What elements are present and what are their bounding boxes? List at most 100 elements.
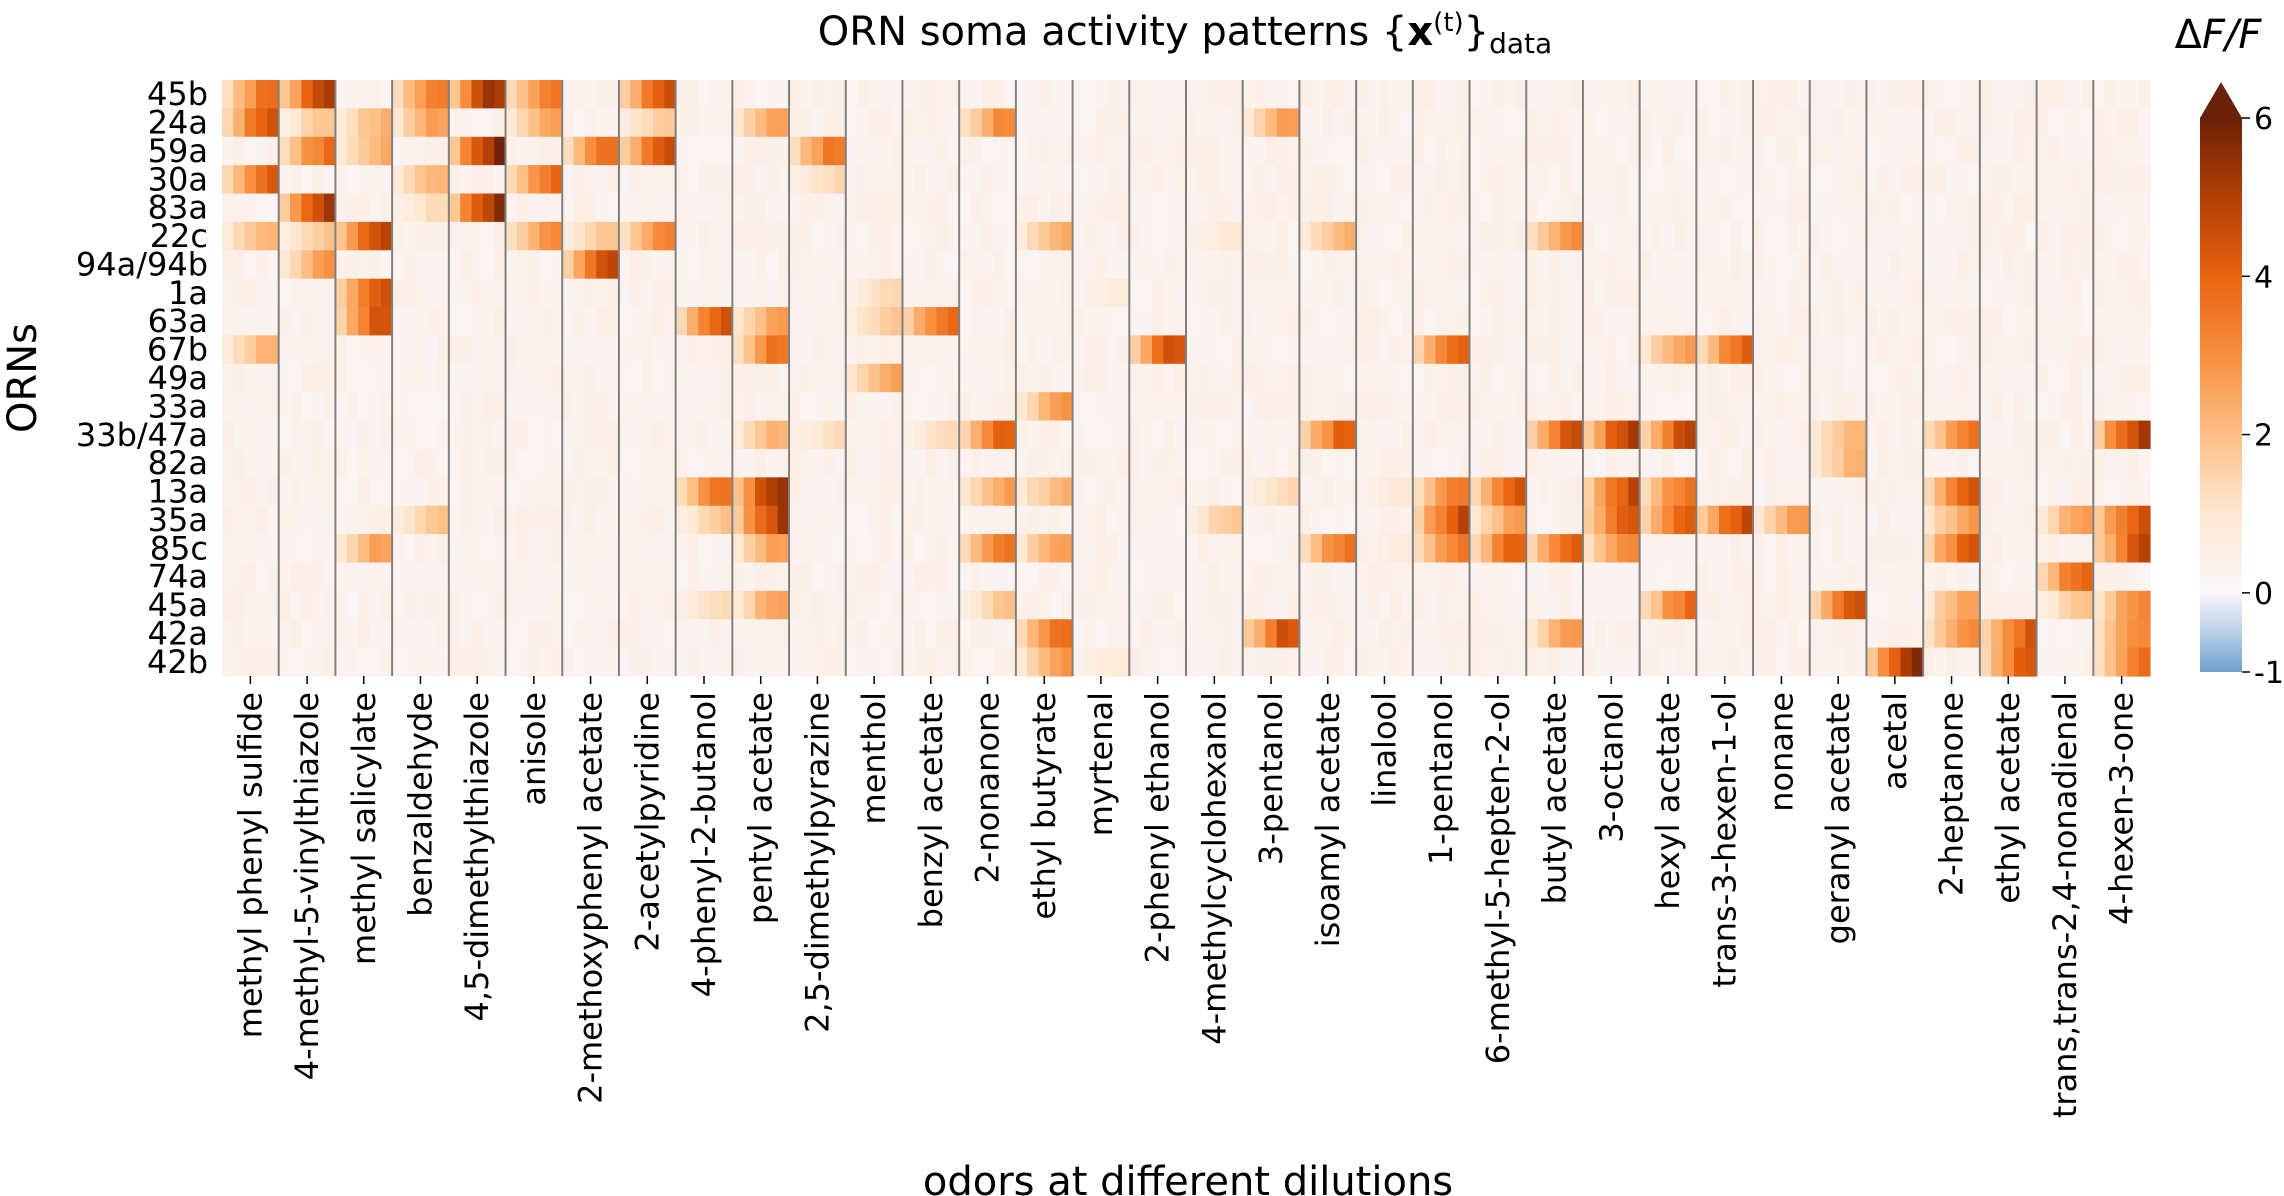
- heatmap-cell: [970, 193, 983, 223]
- heatmap-cell: [460, 392, 473, 422]
- heatmap-cell: [618, 250, 631, 280]
- heatmap-cell: [358, 80, 371, 109]
- colorbar-tick-label: 0: [2254, 577, 2273, 612]
- heatmap-cell: [2115, 534, 2128, 564]
- heatmap-cell: [2070, 108, 2083, 138]
- colorbar-tick-label: -1: [2254, 656, 2284, 691]
- heatmap-cell: [1276, 80, 1289, 109]
- heatmap-cell: [1163, 562, 1176, 592]
- heatmap-cell: [1424, 619, 1437, 649]
- heatmap-cell: [312, 193, 325, 223]
- heatmap-cell: [1866, 335, 1879, 365]
- heatmap-cell: [777, 562, 790, 592]
- heatmap-cell: [2115, 590, 2128, 620]
- heatmap-cell: [1412, 505, 1425, 535]
- heatmap-cell: [2115, 477, 2128, 507]
- heatmap-cell: [1038, 165, 1051, 195]
- heatmap-cell: [1662, 534, 1675, 564]
- heatmap-cell: [471, 590, 484, 620]
- heatmap-cell: [1560, 136, 1573, 166]
- heatmap-cell: [1333, 477, 1346, 507]
- heatmap-cell: [936, 363, 949, 393]
- heatmap-cell: [267, 335, 280, 365]
- heatmap-cell: [1991, 250, 2004, 280]
- heatmap-cell: [925, 136, 938, 166]
- heatmap-cell: [1753, 278, 1765, 308]
- heatmap-cell: [1276, 534, 1289, 564]
- heatmap-cell: [766, 477, 779, 507]
- heatmap-cell: [2081, 392, 2094, 422]
- heatmap-cell: [1650, 278, 1663, 308]
- y-tick-label: 35a: [148, 501, 208, 539]
- x-tick-label: menthol: [855, 692, 893, 824]
- heatmap-cell: [981, 505, 994, 535]
- heatmap-cell: [1696, 562, 1709, 592]
- heatmap-cell: [1503, 136, 1516, 166]
- heatmap-cell: [2070, 221, 2083, 251]
- heatmap-cell: [1548, 505, 1561, 535]
- heatmap-cell: [2081, 562, 2094, 592]
- y-tick-label: 22c: [150, 217, 208, 255]
- heatmap-cell: [573, 448, 586, 478]
- heatmap-cell: [222, 307, 234, 337]
- heatmap-cell: [857, 80, 870, 109]
- heatmap-cell: [233, 80, 246, 109]
- heatmap-cell: [1650, 647, 1663, 677]
- heatmap-cell: [664, 221, 677, 251]
- heatmap-cell: [2127, 647, 2140, 677]
- heatmap-cell: [324, 307, 337, 337]
- heatmap-cell: [981, 534, 994, 564]
- heatmap-cell: [652, 647, 665, 677]
- heatmap-cell: [641, 505, 654, 535]
- heatmap-cell: [1911, 534, 1924, 564]
- heatmap-cell: [335, 647, 348, 677]
- heatmap-cell: [1015, 307, 1028, 337]
- heatmap-cell: [1968, 477, 1981, 507]
- heatmap-cell: [834, 590, 847, 620]
- heatmap-cell: [1163, 363, 1176, 393]
- heatmap-cell: [925, 420, 938, 450]
- heatmap-cell: [222, 590, 234, 620]
- heatmap-cell: [1027, 562, 1040, 592]
- heatmap-cell: [1582, 278, 1595, 308]
- heatmap-cell: [1594, 420, 1607, 450]
- heatmap-cell: [1843, 221, 1856, 251]
- heatmap-cell: [766, 165, 779, 195]
- heatmap-cell: [437, 221, 450, 251]
- heatmap-cell: [1480, 165, 1493, 195]
- heatmap-cell: [244, 562, 257, 592]
- heatmap-cell: [267, 420, 280, 450]
- heatmap-cell: [278, 250, 291, 280]
- heatmap-cell: [1163, 250, 1176, 280]
- heatmap-cell: [1719, 448, 1731, 478]
- heatmap-cell: [301, 363, 314, 393]
- heatmap-cell: [1038, 278, 1051, 308]
- heatmap-cell: [1889, 278, 1902, 308]
- heatmap-cell: [528, 619, 541, 649]
- heatmap-cell: [1151, 647, 1164, 677]
- heatmap-cell: [823, 165, 836, 195]
- heatmap-cell: [868, 335, 881, 365]
- heatmap-cell: [698, 505, 711, 535]
- heatmap-cell: [811, 307, 824, 337]
- heatmap-cell: [641, 420, 654, 450]
- heatmap-cell: [1344, 363, 1357, 393]
- heatmap-cell: [1877, 534, 1890, 564]
- heatmap-cell: [641, 619, 654, 649]
- heatmap-cell: [1276, 448, 1289, 478]
- heatmap-cell: [2059, 165, 2072, 195]
- heatmap-cell: [1424, 335, 1437, 365]
- heatmap-cell: [494, 221, 507, 251]
- heatmap-cell: [1140, 136, 1153, 166]
- heatmap-cell: [1174, 307, 1187, 337]
- heatmap-cell: [1707, 448, 1720, 478]
- heatmap-cell: [1855, 165, 1868, 195]
- heatmap-cell: [845, 534, 858, 564]
- heatmap-cell: [777, 335, 790, 365]
- heatmap-cell: [460, 505, 473, 535]
- heatmap-cell: [789, 335, 801, 365]
- heatmap-cell: [358, 448, 371, 478]
- heatmap-cell: [2013, 363, 2026, 393]
- heatmap-cell: [1821, 193, 1834, 223]
- heatmap-cell: [1458, 590, 1471, 620]
